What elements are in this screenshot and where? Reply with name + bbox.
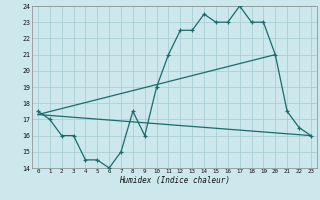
X-axis label: Humidex (Indice chaleur): Humidex (Indice chaleur)	[119, 176, 230, 185]
